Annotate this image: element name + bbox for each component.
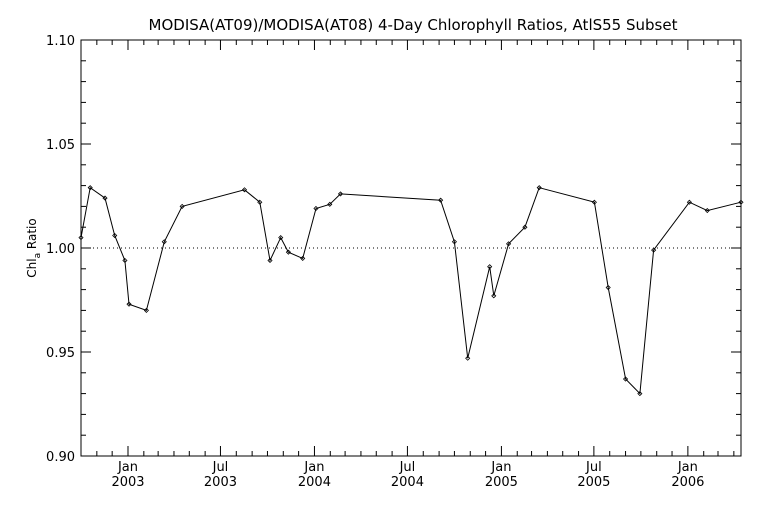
data-point <box>78 235 84 241</box>
data-point <box>179 203 185 209</box>
data-point <box>112 232 118 239</box>
data-point <box>313 205 319 212</box>
x-tick-label-year: 2006 <box>671 475 704 490</box>
y-tick-label: 0.90 <box>46 450 75 465</box>
series-line <box>80 186 742 395</box>
data-point <box>300 255 306 261</box>
data-point <box>622 376 629 382</box>
data-point <box>704 207 710 214</box>
data-point <box>278 235 284 241</box>
data-point <box>87 185 93 191</box>
x-tick-label-year: 2003 <box>204 475 237 490</box>
data-point <box>257 199 263 205</box>
x-tick-label-month: Jul <box>212 460 229 475</box>
data-point <box>686 199 692 205</box>
y-tick-label: 1.00 <box>46 242 75 257</box>
data-point <box>487 264 493 270</box>
y-axis: 0.90 0.95 1.00 1.05 1.10 <box>46 34 741 465</box>
data-point <box>241 187 248 193</box>
x-tick-label-month: Jul <box>585 460 602 475</box>
data-point <box>337 191 344 197</box>
data-point <box>327 201 333 207</box>
y-tick-label: 1.10 <box>46 34 75 49</box>
data-point <box>451 239 457 245</box>
x-tick-label-month: Jul <box>399 460 416 475</box>
data-point <box>536 185 542 191</box>
y-axis-label-rest: Ratio <box>25 218 39 253</box>
x-tick-label-year: 2005 <box>577 475 610 490</box>
data-point <box>465 355 471 361</box>
data-points <box>78 185 744 397</box>
data-point <box>637 391 643 397</box>
x-tick-label-year: 2004 <box>391 475 424 490</box>
y-tick-label: 1.05 <box>46 138 75 153</box>
data-point <box>605 284 611 291</box>
x-tick-label-year: 2005 <box>485 475 518 490</box>
x-tick-label-month: Jan <box>303 460 324 475</box>
data-point <box>522 224 528 230</box>
data-point <box>591 199 597 205</box>
data-point <box>285 249 291 255</box>
x-tick-label-month: Jan <box>490 460 511 475</box>
x-tick-label-year: 2004 <box>298 475 331 490</box>
x-axis: Jan2003Jul2003Jan2004Jul2004Jan2005Jul20… <box>80 40 735 490</box>
data-point <box>506 241 512 247</box>
data-point <box>491 293 497 299</box>
data-point <box>651 247 657 253</box>
y-axis-label-sub: a <box>33 253 43 259</box>
y-tick-label: 0.95 <box>46 346 75 361</box>
data-point <box>267 257 273 264</box>
data-point <box>438 197 444 203</box>
x-tick-label-month: Jan <box>677 460 698 475</box>
x-tick-label-year: 2003 <box>111 475 144 490</box>
data-point <box>161 239 167 245</box>
y-axis-label: Chla Ratio <box>25 218 43 277</box>
data-point <box>126 301 132 307</box>
data-point <box>102 195 108 201</box>
y-axis-label-main: Chl <box>25 258 39 277</box>
data-point <box>738 199 744 205</box>
chart-title: MODISA(AT09)/MODISA(AT08) 4-Day Chloroph… <box>149 16 678 34</box>
data-point <box>143 307 149 313</box>
x-tick-label-month: Jan <box>117 460 138 475</box>
data-point <box>122 257 128 264</box>
